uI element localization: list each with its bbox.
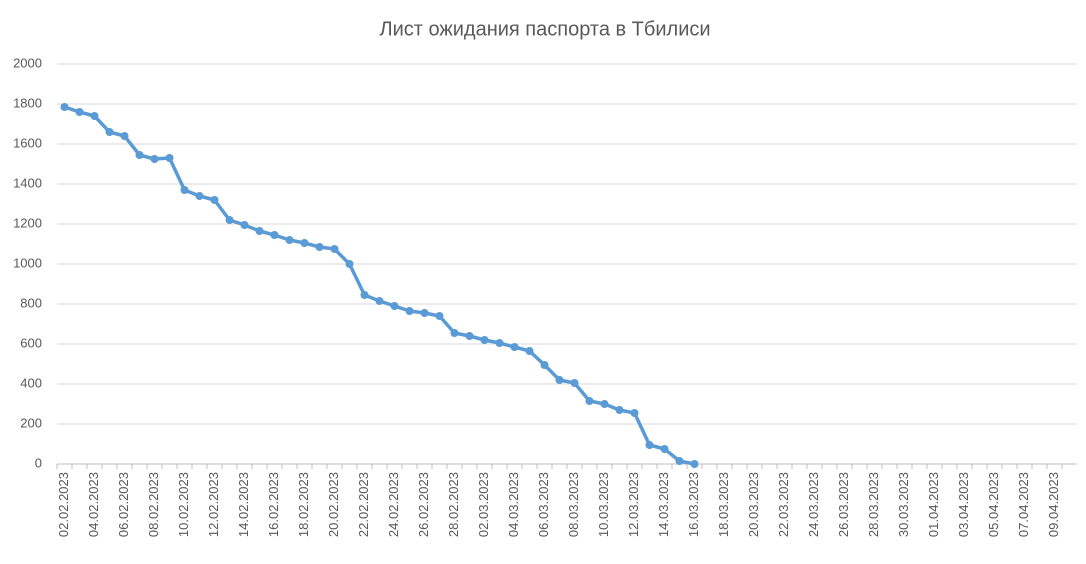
- data-point: [570, 379, 579, 387]
- data-point: [360, 291, 369, 299]
- data-point: [435, 312, 444, 320]
- data-point: [405, 307, 414, 315]
- data-point: [75, 108, 84, 116]
- data-point: [150, 155, 159, 163]
- x-tick-label: 14.02.2023: [236, 472, 251, 537]
- data-point: [285, 236, 294, 244]
- data-point: [105, 128, 114, 136]
- y-tick-label: 1200: [13, 215, 42, 230]
- x-tick-label: 14.03.2023: [656, 472, 671, 537]
- data-point: [375, 297, 384, 305]
- x-tick-label: 09.04.2023: [1046, 472, 1061, 537]
- data-point: [465, 332, 474, 340]
- data-point: [300, 239, 309, 247]
- x-tick-label: 16.02.2023: [266, 472, 281, 537]
- data-point: [390, 302, 399, 310]
- x-tick-label: 06.02.2023: [116, 472, 131, 537]
- data-point: [240, 221, 249, 229]
- data-point: [330, 245, 339, 253]
- data-point: [315, 243, 324, 251]
- x-tick-label: 18.03.2023: [716, 472, 731, 537]
- x-tick-label: 02.03.2023: [476, 472, 491, 537]
- data-point: [345, 260, 354, 268]
- data-point: [660, 445, 669, 453]
- x-tick-label: 24.03.2023: [806, 472, 821, 537]
- y-tick-label: 1400: [13, 175, 42, 190]
- x-tick-label: 16.03.2023: [686, 472, 701, 537]
- x-tick-label: 28.02.2023: [446, 472, 461, 537]
- data-point: [510, 343, 519, 351]
- x-tick-label: 08.02.2023: [146, 472, 161, 537]
- data-point: [135, 151, 144, 159]
- data-point: [60, 103, 69, 111]
- y-tick-label: 400: [20, 375, 42, 390]
- data-point: [555, 376, 564, 384]
- data-point: [540, 361, 549, 369]
- y-tick-label: 1800: [13, 95, 42, 110]
- y-tick-label: 200: [20, 415, 42, 430]
- x-tick-label: 08.03.2023: [566, 472, 581, 537]
- data-point: [690, 460, 699, 468]
- data-point: [645, 441, 654, 449]
- x-tick-label: 22.03.2023: [776, 472, 791, 537]
- data-point: [675, 457, 684, 465]
- x-tick-label: 28.03.2023: [866, 472, 881, 537]
- x-tick-label: 04.03.2023: [506, 472, 521, 537]
- data-point: [480, 336, 489, 344]
- x-tick-label: 20.02.2023: [326, 472, 341, 537]
- data-point: [630, 409, 639, 417]
- data-point: [180, 186, 189, 194]
- data-point: [255, 227, 264, 235]
- data-point: [225, 216, 234, 224]
- x-tick-label: 02.02.2023: [56, 472, 71, 537]
- y-tick-label: 0: [35, 455, 42, 470]
- data-point: [600, 400, 609, 408]
- data-point: [420, 309, 429, 317]
- x-tick-label: 26.03.2023: [836, 472, 851, 537]
- x-tick-label: 06.03.2023: [536, 472, 551, 537]
- x-tick-label: 04.02.2023: [86, 472, 101, 537]
- data-point: [210, 196, 219, 204]
- y-tick-label: 800: [20, 295, 42, 310]
- x-tick-label: 22.02.2023: [356, 472, 371, 537]
- x-tick-label: 10.03.2023: [596, 472, 611, 537]
- data-point: [195, 192, 204, 200]
- x-tick-label: 10.02.2023: [176, 472, 191, 537]
- data-point: [615, 406, 624, 414]
- y-tick-label: 600: [20, 335, 42, 350]
- data-point: [450, 329, 459, 337]
- x-tick-label: 30.03.2023: [896, 472, 911, 537]
- x-tick-label: 07.04.2023: [1016, 472, 1031, 537]
- data-point: [270, 231, 279, 239]
- x-tick-label: 03.04.2023: [956, 472, 971, 537]
- x-tick-label: 18.02.2023: [296, 472, 311, 537]
- y-tick-label: 2000: [13, 55, 42, 70]
- data-point: [585, 397, 594, 405]
- data-point: [525, 347, 534, 355]
- x-tick-label: 05.04.2023: [986, 472, 1001, 537]
- x-tick-label: 24.02.2023: [386, 472, 401, 537]
- x-tick-label: 01.04.2023: [926, 472, 941, 537]
- data-point: [90, 112, 99, 120]
- x-tick-label: 20.03.2023: [746, 472, 761, 537]
- chart-title: Лист ожидания паспорта в Тбилиси: [379, 18, 710, 40]
- x-tick-label: 12.02.2023: [206, 472, 221, 537]
- x-tick-label: 12.03.2023: [626, 472, 641, 537]
- data-point: [495, 339, 504, 347]
- y-tick-label: 1000: [13, 255, 42, 270]
- data-point: [120, 132, 129, 140]
- y-tick-label: 1600: [13, 135, 42, 150]
- x-tick-label: 26.02.2023: [416, 472, 431, 537]
- data-point: [165, 154, 174, 162]
